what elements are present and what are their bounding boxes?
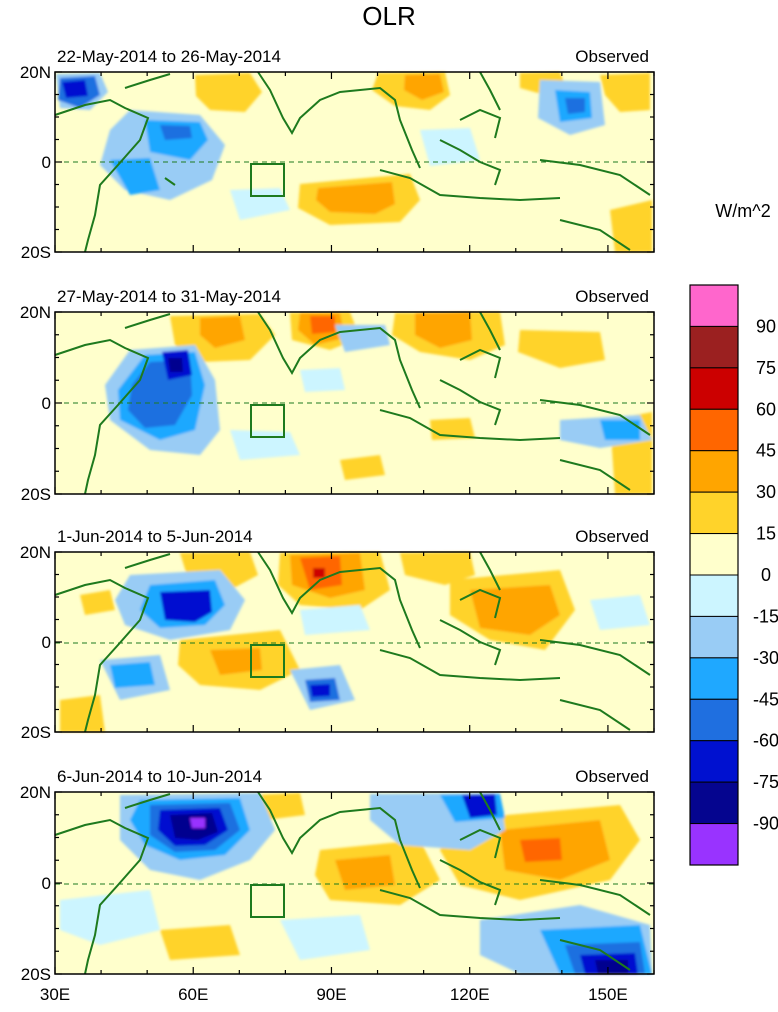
figure-title: OLR — [362, 1, 415, 31]
colorbar: 90 75 60 45 30 15 0 -15 -30 -45 -60 -75 -90 — [689, 284, 778, 866]
colorbar-bin — [689, 781, 739, 825]
lon-tick-label: 150E — [588, 985, 628, 1004]
colorbar-label: 75 — [756, 358, 776, 378]
colorbar-bin — [689, 450, 739, 493]
coastlines — [54, 71, 651, 253]
olr-panel: 1-Jun-2014 to 5-Jun-2014 Observed — [20, 527, 655, 742]
colorbar-bin — [689, 823, 739, 866]
lat-tick-label: 20S — [21, 723, 51, 742]
panel-ticks: 20N 0 20S — [20, 783, 655, 984]
lon-tick-label: 90E — [316, 985, 346, 1004]
colorbar-units: W/m^2 — [715, 201, 770, 221]
colorbar-bin — [689, 284, 739, 327]
panel-ticks: 20N 0 20S — [20, 63, 655, 262]
panel-tag-label: Observed — [575, 767, 649, 786]
colorbar-bin — [689, 491, 739, 535]
coastlines — [54, 791, 651, 975]
olr-panel: 27-May-2014 to 31-May-2014 Observed — [20, 287, 655, 504]
reference-box — [250, 163, 285, 197]
colorbar-bin — [689, 408, 739, 452]
colorbar-bin — [689, 533, 739, 576]
anomaly-field — [60, 793, 652, 974]
lat-tick-label: 0 — [42, 633, 51, 652]
reference-box — [250, 884, 285, 918]
panel-period-label: 6-Jun-2014 to 10-Jun-2014 — [57, 767, 262, 786]
panel-tag-label: Observed — [575, 527, 649, 546]
colorbar-bin — [689, 698, 739, 742]
lat-tick-label: 20S — [21, 243, 51, 262]
lon-tick-label: 120E — [450, 985, 490, 1004]
colorbar-label: 90 — [756, 316, 776, 336]
lat-tick-label: 20N — [20, 783, 51, 802]
lat-tick-label: 20S — [21, 965, 51, 984]
anomaly-field — [56, 72, 652, 252]
panel-period-label: 1-Jun-2014 to 5-Jun-2014 — [57, 527, 253, 546]
anomaly-field — [60, 552, 650, 732]
colorbar-frame — [689, 284, 739, 866]
colorbar-label: 60 — [756, 399, 776, 419]
colorbar-label: 15 — [756, 524, 776, 544]
colorbar-bin — [689, 325, 739, 369]
panel-period-label: 27-May-2014 to 31-May-2014 — [57, 287, 281, 306]
panel-period-label: 22-May-2014 to 26-May-2014 — [57, 47, 281, 66]
colorbar-label: -75 — [753, 772, 778, 792]
colorbar-bin — [689, 367, 739, 410]
olr-panel: 22-May-2014 to 26-May-2014 Observed — [20, 47, 655, 262]
panel-ticks: 20N 0 20S — [20, 303, 655, 504]
olr-panel: 6-Jun-2014 to 10-Jun-2014 Observed — [20, 767, 655, 984]
colorbar-label: 45 — [756, 441, 776, 461]
lat-tick-label: 20N — [20, 303, 51, 322]
lat-tick-label: 0 — [42, 874, 51, 893]
lon-tick-label: 60E — [178, 985, 208, 1004]
colorbar-label: -30 — [753, 648, 778, 668]
panel-tag-label: Observed — [575, 47, 649, 66]
lat-tick-label: 20S — [21, 485, 51, 504]
colorbar-bin — [689, 574, 739, 617]
colorbar-bin — [689, 615, 739, 659]
coastlines — [54, 551, 651, 733]
lat-tick-label: 20N — [20, 543, 51, 562]
colorbar-label: -15 — [753, 606, 778, 626]
colorbar-label: 30 — [756, 482, 776, 502]
colorbar-bin — [689, 740, 739, 783]
lat-tick-label: 0 — [42, 394, 51, 413]
panel-ticks: 20N 0 20S — [20, 543, 655, 742]
reference-box — [250, 404, 285, 438]
longitude-axis-labels: 30E 60E 90E 120E 150E — [40, 985, 628, 1004]
colorbar-label: -60 — [753, 731, 778, 751]
lat-tick-label: 0 — [42, 153, 51, 172]
lon-tick-label: 30E — [40, 985, 70, 1004]
colorbar-label: -90 — [753, 814, 778, 834]
colorbar-label: -45 — [753, 689, 778, 709]
colorbar-label: 0 — [761, 565, 771, 585]
lat-tick-label: 20N — [20, 63, 51, 82]
reference-box — [250, 644, 285, 678]
panel-tag-label: Observed — [575, 287, 649, 306]
colorbar-bin — [689, 657, 739, 700]
anomaly-field — [105, 312, 652, 494]
